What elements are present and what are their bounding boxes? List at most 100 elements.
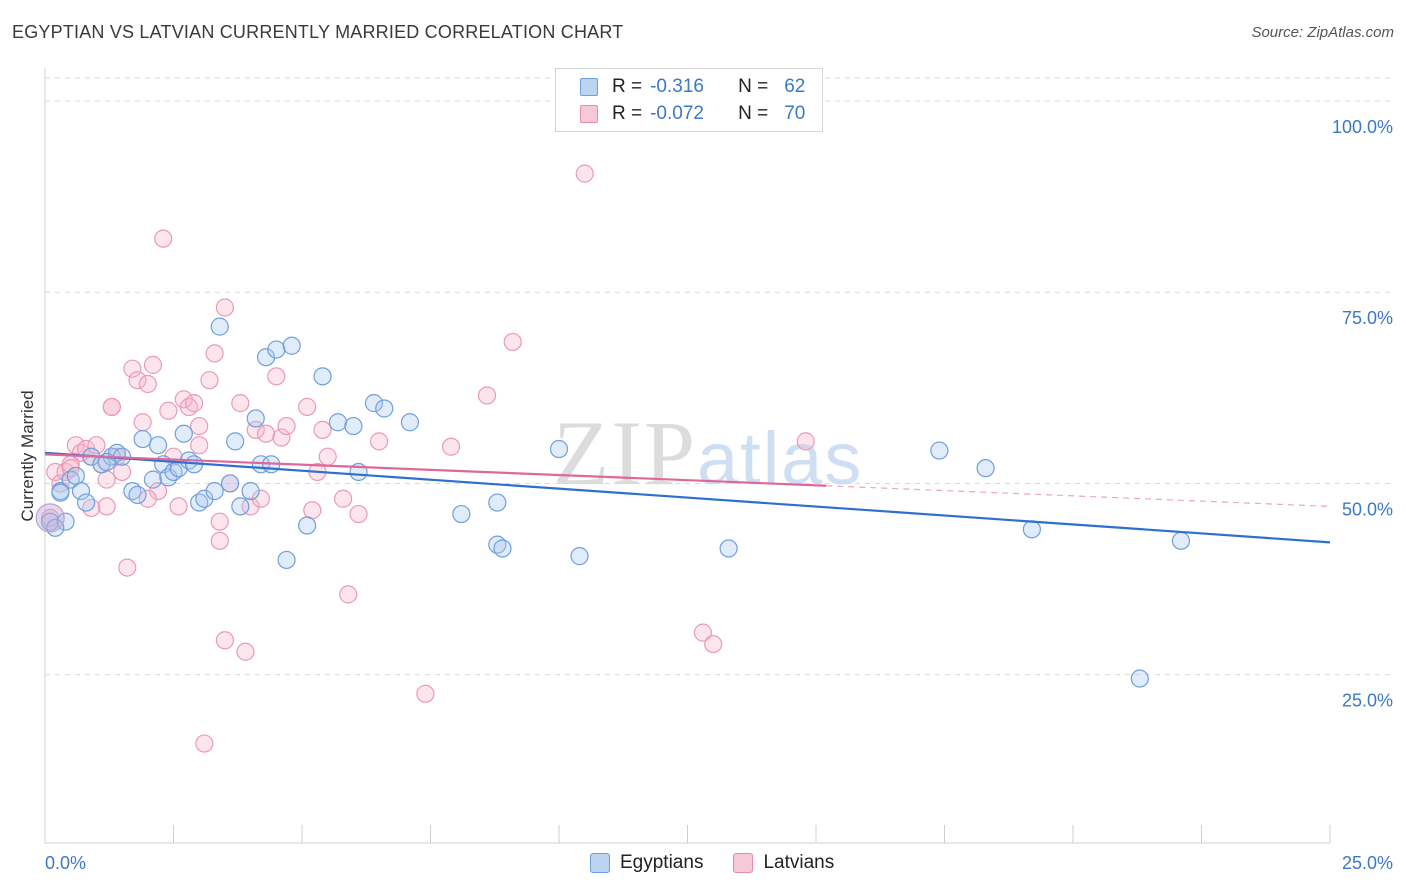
legend-item-egyptians[interactable]: Egyptians (590, 852, 703, 874)
latvians-point (251, 489, 270, 508)
egyptians-point (246, 409, 265, 428)
latvians-point (272, 428, 291, 447)
latvians-point (200, 371, 219, 390)
egyptians-point (195, 489, 214, 508)
egyptians-point (400, 413, 420, 432)
legend-row-latvians: R = -0.072 N = 70 (580, 102, 805, 126)
latvians-point (236, 642, 255, 661)
y-tick-label: 50.0% (1342, 499, 1393, 519)
legend-label-latvians: Latvians (763, 852, 835, 873)
egyptians-point (930, 441, 949, 460)
trend-line-egyptians (44, 451, 1331, 544)
latvians-point (256, 424, 276, 443)
legend-label-egyptians: Egyptians (620, 852, 704, 873)
latvians-point (349, 504, 368, 524)
cluster-point (35, 503, 65, 533)
legend-swatch-egyptians (580, 78, 598, 96)
egyptians-point (282, 336, 301, 355)
legend-row-egyptians: R = -0.316 N = 62 (580, 75, 805, 99)
egyptians-point (298, 516, 317, 535)
legend-swatch-latvians (733, 853, 754, 873)
latvians-point (318, 447, 337, 466)
watermark-zip: ZIP (553, 402, 697, 504)
latvians-point (704, 634, 723, 654)
latvians-point (190, 436, 209, 455)
latvians-point (138, 489, 157, 508)
latvians-point (190, 416, 209, 436)
latvians-point (159, 401, 178, 420)
latvians-point (503, 332, 522, 352)
latvians-point (195, 734, 214, 753)
series-latvians-points (41, 164, 815, 753)
egyptians-point (267, 340, 286, 359)
egyptians-point (364, 394, 384, 413)
egyptians-point (1130, 669, 1149, 688)
egyptians-point (241, 482, 260, 501)
egyptians-point (328, 413, 348, 432)
legend-r-value: -0.072 (650, 103, 704, 124)
latvians-point (303, 501, 322, 520)
egyptians-point (210, 317, 229, 336)
latvians-point (477, 386, 497, 405)
latvians-point (82, 498, 101, 518)
egyptians-point (51, 483, 70, 502)
grid-lines (45, 77, 1392, 676)
latvians-point (339, 585, 358, 604)
latvians-point (128, 371, 147, 390)
latvians-point (241, 497, 260, 516)
latvians-point (441, 437, 461, 456)
latvians-point (138, 374, 157, 394)
egyptians-point (66, 466, 85, 485)
egyptians-point (128, 485, 147, 505)
egyptians-point (488, 493, 507, 512)
x-tick-label: 0.0% (45, 853, 86, 873)
latvians-point (210, 531, 229, 550)
egyptians-point (549, 439, 569, 459)
latvians-point (370, 432, 389, 451)
latvians-point (267, 367, 286, 386)
y-tick-label: 25.0% (1342, 691, 1393, 711)
latvians-point (215, 298, 234, 317)
egyptians-point (77, 493, 96, 512)
latvians-point (51, 474, 70, 493)
latvians-point (205, 344, 224, 363)
legend-r-value: -0.316 (650, 76, 704, 97)
latvians-point (231, 394, 250, 413)
latvians-point (215, 631, 234, 650)
egyptians-point (220, 474, 240, 493)
egyptians-point (148, 436, 168, 455)
egyptians-point (375, 399, 394, 418)
egyptians-point (976, 459, 995, 478)
chart-title: EGYPTIAN VS LATVIAN CURRENTLY MARRIED CO… (12, 22, 624, 42)
egyptians-point (452, 504, 471, 524)
latvians-point (154, 229, 173, 248)
source-credit[interactable]: Source: ZipAtlas.com (1251, 24, 1394, 41)
axes (44, 68, 1331, 844)
latvians-point (169, 497, 188, 516)
legend-item-latvians[interactable]: Latvians (733, 852, 834, 874)
latvians-point (97, 497, 116, 516)
latvians-point (102, 397, 121, 417)
latvians-point (87, 436, 106, 455)
legend-n-label: N = (738, 103, 769, 124)
egyptians-point (143, 470, 163, 489)
egyptians-point (174, 424, 193, 443)
y-tick-label: 75.0% (1342, 308, 1393, 328)
legend-swatch-latvians (580, 105, 598, 123)
egyptians-point (719, 539, 738, 558)
latvians-point (693, 623, 713, 642)
egyptians-point (231, 497, 250, 516)
legend-swatch-egyptians (590, 853, 610, 873)
trend-lines (44, 451, 1331, 544)
latvians-point (123, 359, 142, 378)
latvians-point (112, 462, 132, 482)
correlation-legend: R = -0.316 N = 62 R = -0.072 N = 70 (555, 68, 823, 132)
tick-labels: 25.0% 50.0% 75.0% 100.0% 0.0% 25.0% (45, 117, 1393, 873)
watermark-atlas: atlas (697, 417, 864, 500)
legend-n-value: 70 (784, 103, 806, 124)
egyptians-point (205, 482, 224, 501)
egyptians-point (256, 348, 276, 367)
egyptians-point (277, 550, 296, 570)
x-tick-label: 25.0% (1342, 853, 1393, 873)
